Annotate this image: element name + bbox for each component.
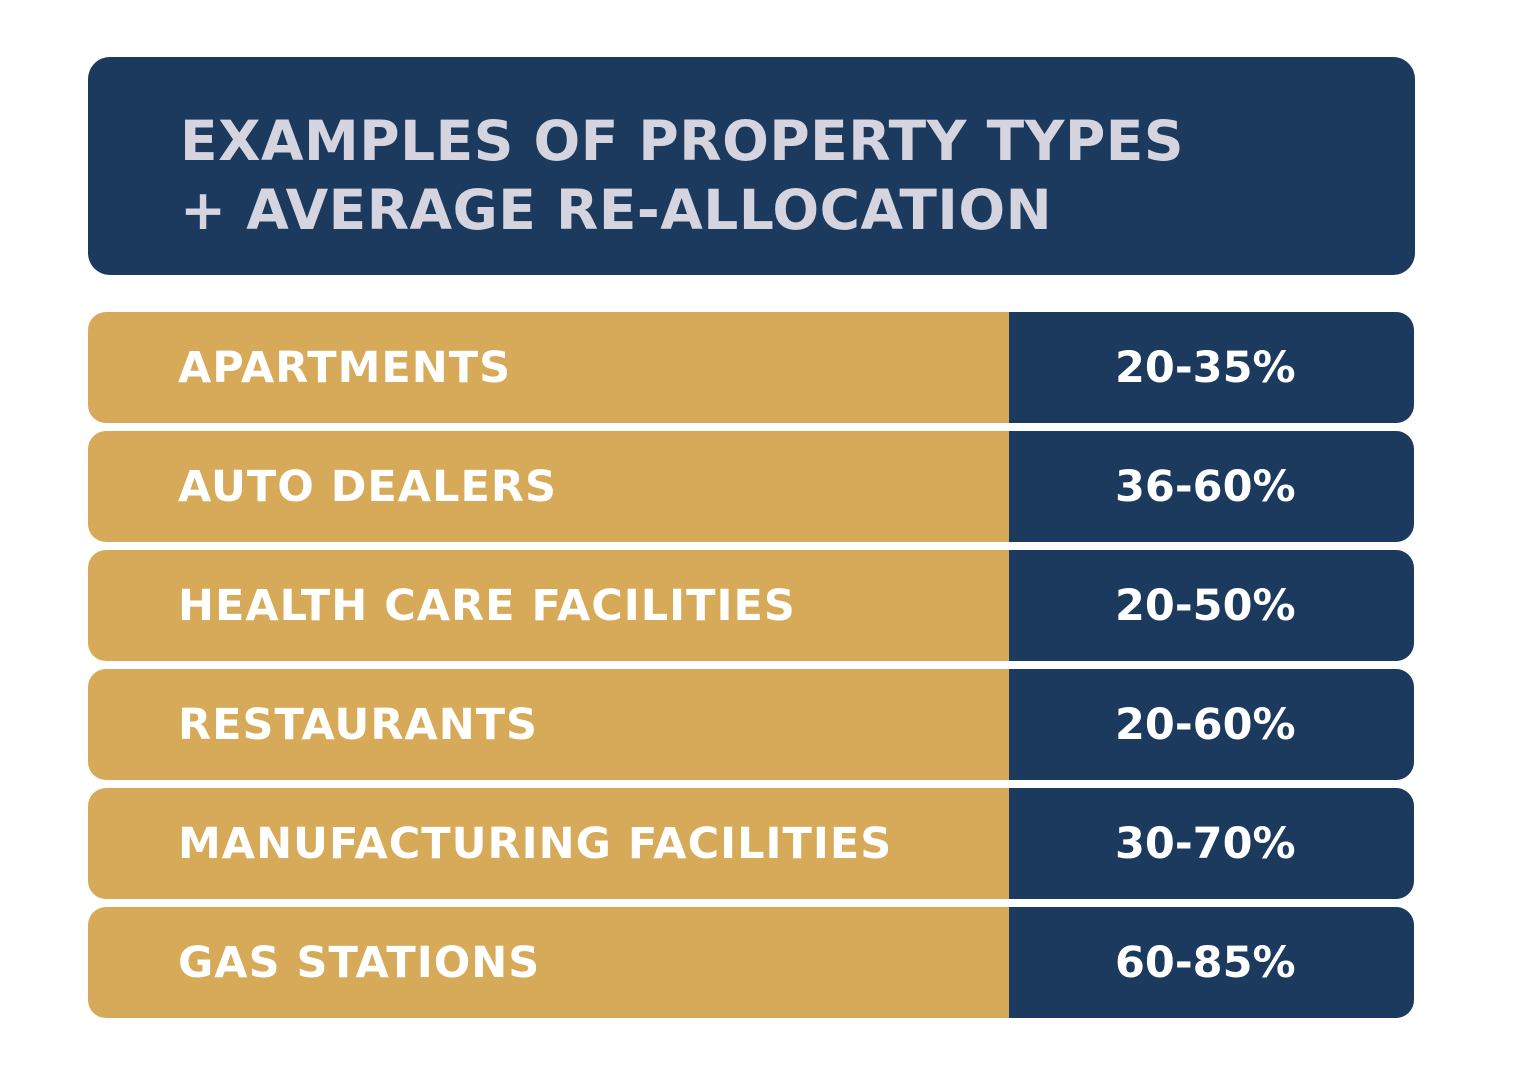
property-type-label: RESTAURANTS: [178, 699, 538, 750]
title-line-2: + AVERAGE RE-ALLOCATION: [180, 178, 1053, 242]
table-row: MANUFACTURING FACILITIES 30-70%: [88, 788, 1414, 899]
title-line-1: EXAMPLES OF PROPERTY TYPES: [180, 109, 1184, 173]
table-row: GAS STATIONS 60-85%: [88, 907, 1414, 1018]
property-type-cell: AUTO DEALERS: [88, 431, 1009, 542]
reallocation-value: 20-60%: [1115, 699, 1296, 750]
reallocation-value: 36-60%: [1115, 461, 1296, 512]
property-type-cell: RESTAURANTS: [88, 669, 1009, 780]
property-type-label: HEALTH CARE FACILITIES: [178, 580, 796, 631]
reallocation-value: 20-35%: [1115, 342, 1296, 393]
title-banner: EXAMPLES OF PROPERTY TYPES + AVERAGE RE-…: [88, 57, 1415, 275]
reallocation-cell: 60-85%: [1009, 907, 1414, 1018]
reallocation-value: 60-85%: [1115, 937, 1296, 988]
property-type-label: AUTO DEALERS: [178, 461, 557, 512]
property-type-label: MANUFACTURING FACILITIES: [178, 818, 893, 869]
table-row: RESTAURANTS 20-60%: [88, 669, 1414, 780]
reallocation-cell: 36-60%: [1009, 431, 1414, 542]
table-row: APARTMENTS 20-35%: [88, 312, 1414, 423]
property-type-label: GAS STATIONS: [178, 937, 541, 988]
reallocation-cell: 20-35%: [1009, 312, 1414, 423]
reallocation-cell: 30-70%: [1009, 788, 1414, 899]
property-type-cell: GAS STATIONS: [88, 907, 1009, 1018]
reallocation-cell: 20-60%: [1009, 669, 1414, 780]
property-type-cell: APARTMENTS: [88, 312, 1009, 423]
table-row: AUTO DEALERS 36-60%: [88, 431, 1414, 542]
reallocation-value: 20-50%: [1115, 580, 1296, 631]
property-type-cell: MANUFACTURING FACILITIES: [88, 788, 1009, 899]
reallocation-cell: 20-50%: [1009, 550, 1414, 661]
property-type-label: APARTMENTS: [178, 342, 512, 393]
property-type-cell: HEALTH CARE FACILITIES: [88, 550, 1009, 661]
table-row: HEALTH CARE FACILITIES 20-50%: [88, 550, 1414, 661]
reallocation-value: 30-70%: [1115, 818, 1296, 869]
